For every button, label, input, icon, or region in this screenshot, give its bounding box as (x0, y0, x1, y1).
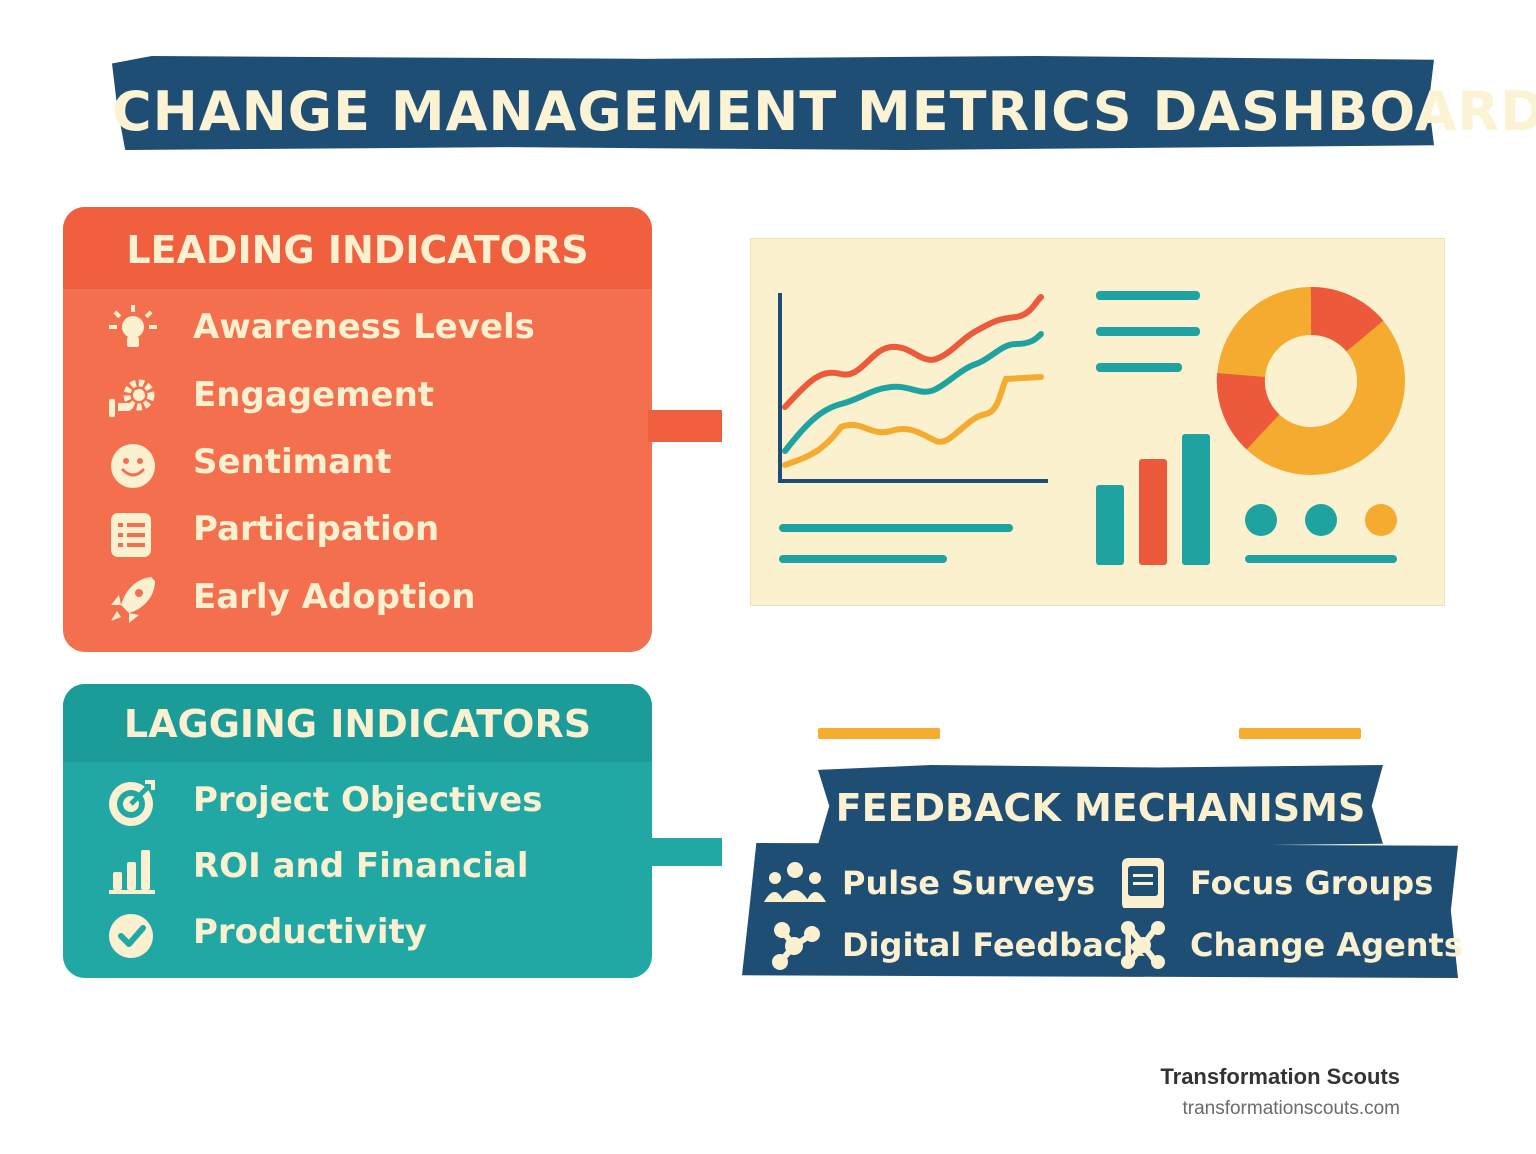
legend-line (1096, 327, 1200, 336)
page-title: CHANGE MANAGEMENT METRICS DASHBOARD (112, 80, 1536, 143)
leading-indicators-panel: LEADING INDICATORS Awareness Levels Enga… (63, 207, 652, 652)
people-icon (764, 862, 826, 902)
status-dot (1245, 504, 1277, 536)
line-chart-red-series (782, 294, 1044, 410)
chart-caption-line (779, 524, 1013, 532)
brand-url[interactable]: transformationscouts.com (1182, 1098, 1400, 1119)
leading-item-label: Engagement (193, 375, 435, 415)
hub-icon (1121, 921, 1165, 969)
tablet-icon (1122, 858, 1164, 908)
dashboard-illustration (750, 238, 1445, 606)
bar-chart-bar (1182, 434, 1210, 565)
leading-connector (648, 410, 722, 442)
feedback-item-label: Focus Groups (1190, 864, 1434, 902)
network-icon (772, 922, 820, 970)
lagging-indicators-heading: LAGGING INDICATORS (63, 684, 652, 762)
decorative-bar-left (818, 728, 940, 739)
legend-line (1096, 363, 1182, 372)
decorative-bar-right (1239, 728, 1361, 739)
feedback-mechanisms-panel (742, 843, 1458, 978)
leading-item-label: Awareness Levels (193, 307, 535, 347)
target-icon (109, 780, 155, 826)
lagging-item-label: ROI and Financial (193, 846, 529, 886)
gears-icon (109, 379, 155, 417)
feedback-mechanisms-banner (818, 765, 1383, 847)
bar-chart-bar (1139, 459, 1167, 565)
feedback-item-label: Digital Feedback (842, 926, 1145, 964)
leading-item-label: Participation (193, 509, 440, 549)
status-dot (1365, 504, 1397, 536)
lightbulb-icon (109, 305, 157, 347)
lagging-item-label: Productivity (193, 912, 427, 952)
lagging-item-label: Project Objectives (193, 780, 543, 820)
rocket-icon (111, 577, 155, 623)
clipboard-icon (111, 513, 151, 557)
chart-caption-line (779, 555, 947, 563)
line-chart-amber-series (782, 374, 1044, 468)
feedback-mechanisms-heading: FEEDBACK MECHANISMS (835, 786, 1366, 830)
lagging-indicators-panel: LAGGING INDICATORS Project Objectives RO… (63, 684, 652, 978)
legend-line (1096, 291, 1200, 300)
dashboard-graphic (778, 286, 1405, 565)
status-dot (1305, 504, 1337, 536)
leading-item-label: Sentimant (193, 442, 392, 482)
feedback-item-label: Pulse Surveys (842, 864, 1096, 902)
leading-item-label: Early Adoption (193, 577, 476, 617)
line-chart-axes (778, 293, 1048, 483)
brand-name: Transformation Scouts (1160, 1064, 1400, 1089)
leading-indicators-heading: LEADING INDICATORS (63, 207, 652, 289)
donut-chart (1216, 286, 1405, 475)
feedback-item-label: Change Agents (1190, 926, 1463, 964)
checkmark-icon (109, 914, 153, 958)
line-chart-teal-series (782, 331, 1044, 454)
smiley-icon (111, 444, 155, 488)
dots-caption-line (1245, 555, 1397, 563)
title-banner (112, 56, 1434, 150)
lagging-connector (648, 838, 722, 866)
bar-chart-bar (1096, 485, 1124, 565)
bar-chart-icon (109, 850, 155, 894)
